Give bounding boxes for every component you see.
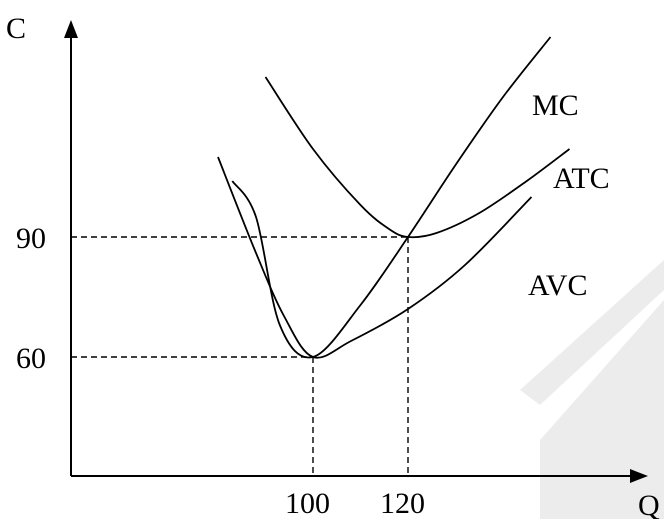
y-tick-60: 60: [16, 342, 46, 375]
x-tick-120: 120: [380, 487, 425, 519]
curve-label-mc: MC: [532, 89, 579, 122]
curve-label-atc: ATC: [553, 162, 610, 195]
curve-label-avc: AVC: [528, 269, 587, 302]
watermark-shape: [540, 300, 664, 519]
y-tick-90: 90: [16, 222, 46, 255]
curve-mc: [231, 36, 552, 359]
y-axis-arrow: [64, 20, 78, 38]
x-axis-label: Q: [638, 489, 660, 519]
curve-avc: [217, 156, 533, 359]
x-axis-arrow: [630, 469, 648, 483]
curves: [217, 36, 571, 359]
y-axis-label: C: [6, 12, 26, 45]
x-tick-100: 100: [285, 487, 330, 519]
guide-lines: [71, 236, 409, 476]
curve-atc: [264, 76, 571, 239]
watermark-shape-2: [520, 260, 664, 405]
